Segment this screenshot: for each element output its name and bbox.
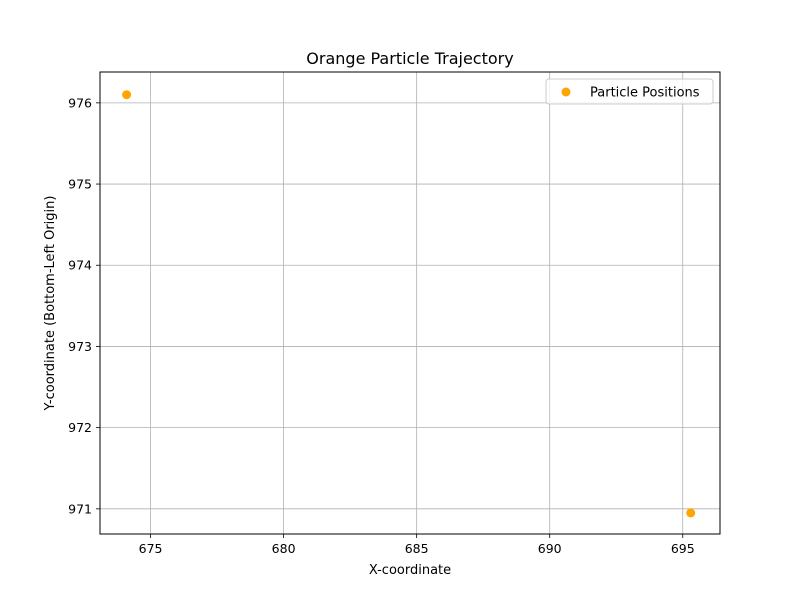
legend-label: Particle Positions: [590, 86, 700, 101]
x-tick-label: 685: [405, 541, 429, 556]
x-tick-label: 680: [272, 541, 296, 556]
chart-title: Orange Particle Trajectory: [306, 49, 513, 68]
axis-ticks: 675 680 685 690 695 971 972 973 974 975 976: [68, 95, 695, 556]
y-tick-label: 974: [68, 258, 92, 273]
legend-box: [545, 78, 714, 105]
data-points: [122, 90, 696, 518]
x-tick-label: 675: [139, 541, 163, 556]
data-point: [122, 90, 132, 100]
y-tick-label: 971: [68, 501, 92, 516]
data-point: [686, 508, 696, 518]
plot-area-frame: [99, 71, 721, 535]
y-tick-label: 973: [68, 339, 92, 354]
x-axis-label: X-coordinate: [369, 563, 451, 578]
y-axis-label: Y-coordinate (Bottom-Left Origin): [43, 196, 58, 412]
y-tick-label: 972: [68, 420, 92, 435]
y-tick-label: 975: [68, 177, 92, 192]
x-tick-label: 695: [671, 541, 695, 556]
legend-marker: [561, 87, 571, 97]
x-tick-label: 690: [538, 541, 562, 556]
grid-lines: [100, 72, 720, 534]
legend: Particle Positions: [545, 78, 714, 105]
y-tick-label: 976: [68, 95, 92, 110]
